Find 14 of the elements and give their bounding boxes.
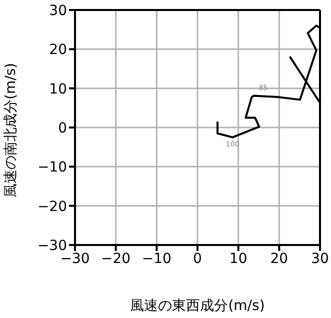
x-tick-label: 20 [270,250,288,267]
y-tick-label: 20 [49,42,67,58]
y-tick-label: 30 [49,2,67,19]
y-tick-label: −10 [37,160,67,176]
x-tick-label: 30 [311,250,329,267]
x-tick-label: 0 [193,250,202,267]
x-tick-label: −10 [142,250,172,267]
y-axis-title: 風速の南北成分(m/s) [2,62,19,198]
y-tick-label: 10 [49,81,67,98]
y-tick-label: −20 [37,198,67,215]
x-tick-label: −20 [101,250,131,267]
y-tick-label: 0 [58,120,67,136]
x-axis-title: 風速の東西成分(m/s) [130,298,265,314]
x-tick-label: 10 [229,250,248,267]
